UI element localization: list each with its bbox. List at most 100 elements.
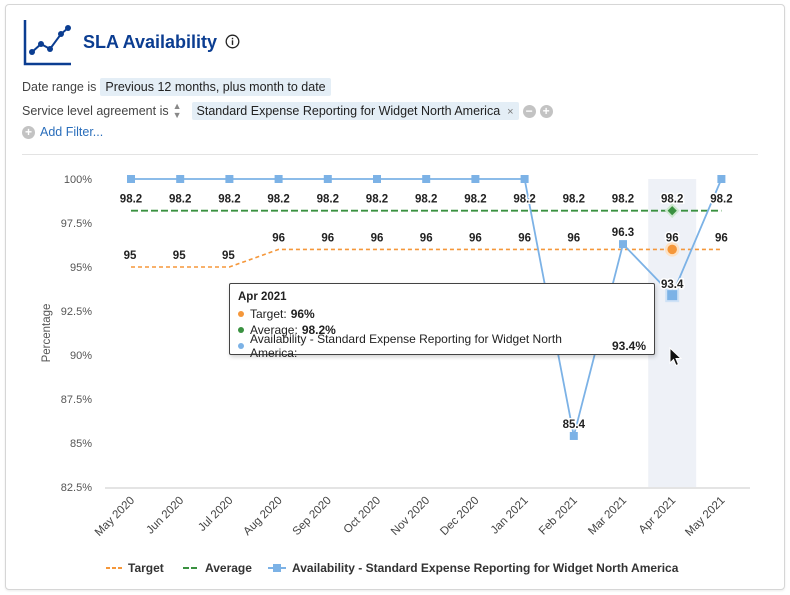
target-data-label: 96	[715, 232, 728, 244]
availability-point	[619, 240, 627, 249]
sort-arrows-icon[interactable]: ▲ ▼	[172, 101, 182, 120]
x-tick-label: Sep 2020	[291, 495, 334, 538]
x-tick-label: Oct 2020	[342, 495, 383, 536]
target-data-label: 96	[321, 232, 334, 244]
target-data-label: 96	[666, 232, 679, 244]
availability-point	[176, 175, 185, 183]
y-tick-label: 95%	[70, 262, 92, 274]
average-data-label: 98.2	[218, 194, 240, 206]
minus-circle-icon[interactable]: −	[522, 104, 536, 118]
x-tick-label: Dec 2020	[438, 495, 481, 538]
x-tick-label: Jun 2020	[144, 495, 186, 537]
average-data-label: 98.2	[120, 194, 142, 206]
tooltip-row: Target: 96%	[238, 306, 646, 322]
info-circle-icon[interactable]	[225, 34, 240, 49]
availability-point	[520, 175, 529, 183]
y-tick-label: 92.5%	[61, 306, 92, 318]
line-chart-icon	[23, 20, 71, 66]
tooltip-title: Apr 2021	[238, 291, 287, 303]
y-tick-label: 85%	[70, 438, 92, 450]
x-tick-label: Mar 2021	[586, 495, 629, 538]
legend-label: Target	[128, 561, 164, 575]
target-data-label: 95	[124, 250, 137, 262]
x-tick-label: Feb 2021	[537, 495, 580, 538]
availability-data-label: 85.4	[563, 419, 586, 431]
tooltip-dot	[238, 311, 244, 317]
target-data-label: 96	[469, 232, 482, 244]
add-filter-label: Add Filter...	[40, 125, 104, 139]
x-tick-label: Aug 2020	[241, 495, 284, 538]
y-tick-label: 97.5%	[61, 218, 92, 230]
date-range-value-chip[interactable]: Previous 12 months, plus month to date	[100, 78, 331, 96]
average-data-label: 98.2	[661, 194, 683, 206]
tooltip-row-value: 96%	[290, 307, 315, 321]
target-series-line	[131, 248, 722, 268]
average-data-label: 98.2	[317, 194, 339, 206]
y-axis-title: Percentage	[41, 304, 53, 363]
y-tick-label: 100%	[64, 174, 92, 186]
legend-label: Availability - Standard Expense Reportin…	[292, 561, 679, 575]
tooltip-row-label: Average:	[250, 323, 298, 337]
average-point-highlight	[664, 203, 680, 219]
target-data-label: 96	[518, 232, 531, 244]
y-tick-label: 82.5%	[61, 482, 92, 494]
tooltip-row: Average: 98.2%	[238, 322, 646, 338]
x-tick-label: May 2020	[93, 495, 137, 539]
availability-point	[471, 175, 480, 183]
x-tick-label: Jan 2021	[489, 495, 531, 537]
legend-swatch-marker	[273, 564, 281, 572]
add-circle-icon: +	[22, 125, 35, 139]
highlight-band	[648, 179, 697, 487]
average-data-label: 98.2	[710, 194, 732, 206]
add-filter-link[interactable]: + Add Filter...	[22, 125, 103, 139]
sla-value-chip[interactable]: Standard Expense Reporting for Widget No…	[191, 102, 519, 120]
average-data-label: 98.2	[267, 194, 289, 206]
availability-point	[127, 175, 135, 183]
x-tick-label: Apr 2021	[637, 495, 678, 536]
average-data-label: 98.2	[464, 194, 486, 206]
chart-tooltip: Apr 2021 Target: 96% Average: 98.2% Availabil…	[229, 283, 655, 360]
tooltip-row-label: Target:	[250, 307, 287, 321]
target-data-label: 96	[567, 232, 580, 244]
tooltip-row-value: 98.2%	[301, 323, 336, 337]
y-tick-label: 90%	[70, 350, 92, 362]
availability-point	[323, 175, 332, 183]
target-data-label: 95	[173, 250, 186, 262]
availability-point	[569, 431, 578, 440]
sla-value: Standard Expense Reporting for Widget No…	[196, 104, 501, 118]
x-tick-label: May 2021	[683, 495, 727, 539]
availability-point	[225, 175, 234, 183]
availability-point	[274, 175, 283, 183]
target-data-label: 95	[222, 250, 235, 262]
remove-filter-icon[interactable]: ×	[507, 106, 514, 118]
availability-data-label: 96.3	[612, 227, 634, 239]
tooltip-row: Availability - Standard Expense Reportin…	[238, 332, 646, 360]
mouse-pointer-icon	[669, 347, 683, 367]
date-range-filter: Date range is Previous 12 months, plus m…	[22, 78, 331, 96]
average-data-label: 98.2	[415, 194, 437, 206]
tooltip-row-label: Availability - Standard Expense Reportin…	[249, 332, 562, 360]
plus-circle-icon[interactable]: +	[539, 104, 553, 118]
tooltip-dot	[238, 327, 244, 333]
tooltip-row-value: 93.4%	[611, 339, 646, 353]
availability-data-label: 93.4	[661, 279, 684, 291]
target-point-highlight	[664, 242, 680, 257]
average-data-label: 98.2	[169, 194, 191, 206]
date-range-label: Date range is	[22, 80, 97, 94]
target-data-label: 96	[272, 232, 285, 244]
divider	[22, 154, 758, 155]
availability-point	[665, 288, 680, 303]
average-data-label: 98.2	[513, 194, 535, 206]
legend-label: Average	[205, 561, 252, 575]
tooltip-dot	[238, 343, 244, 349]
average-data-label: 98.2	[366, 194, 388, 206]
x-tick-label: Nov 2020	[389, 495, 432, 538]
target-data-label: 96	[420, 232, 433, 244]
x-tick-label: Jul 2020	[196, 495, 235, 534]
page-title: SLA Availability	[83, 32, 218, 52]
sla-filter: Service level agreement is ▲ ▼ Standard E…	[22, 102, 553, 120]
average-data-label: 98.2	[612, 194, 634, 206]
availability-point	[717, 175, 726, 183]
target-data-label: 96	[371, 232, 384, 244]
